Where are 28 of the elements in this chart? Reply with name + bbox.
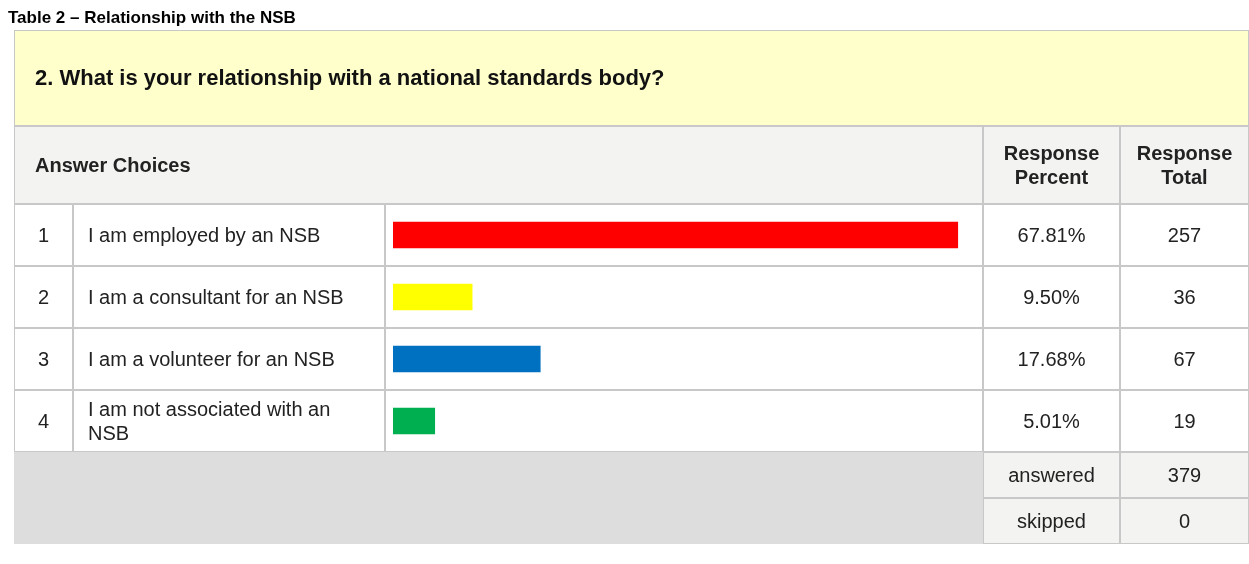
bar xyxy=(393,345,541,373)
bar xyxy=(393,283,473,311)
text: 19 xyxy=(1120,390,1249,452)
y-tick-label: I am a volunteer for an NSB xyxy=(73,328,385,390)
bar xyxy=(393,407,436,435)
data-label: 5.01% xyxy=(983,390,1120,452)
text: Table 2 – Relationship with the NSB xyxy=(8,8,296,28)
text: 0 xyxy=(1120,498,1249,544)
text: 36 xyxy=(1120,266,1249,328)
y-tick-label: I am a consultant for an NSB xyxy=(73,266,385,328)
text: Response Percent xyxy=(983,126,1120,204)
text: 257 xyxy=(1120,204,1249,266)
text: 1 xyxy=(14,204,73,266)
text: 4 xyxy=(14,390,73,452)
text: Response Total xyxy=(1120,126,1249,204)
text: Answer Choices xyxy=(14,126,983,204)
data-label: 67.81% xyxy=(983,204,1120,266)
text: 379 xyxy=(1120,452,1249,498)
y-tick-label: I am employed by an NSB xyxy=(73,204,385,266)
text: answered xyxy=(983,452,1120,498)
data-label: 9.50% xyxy=(983,266,1120,328)
text: 67 xyxy=(1120,328,1249,390)
data-label: 17.68% xyxy=(983,328,1120,390)
text: skipped xyxy=(983,498,1120,544)
text: 3 xyxy=(14,328,73,390)
y-tick-label: I am not associated with an NSB xyxy=(73,390,385,452)
chart-subtitle: 2. What is your relationship with a national standards body? xyxy=(35,65,665,90)
text: 2 xyxy=(14,266,73,328)
